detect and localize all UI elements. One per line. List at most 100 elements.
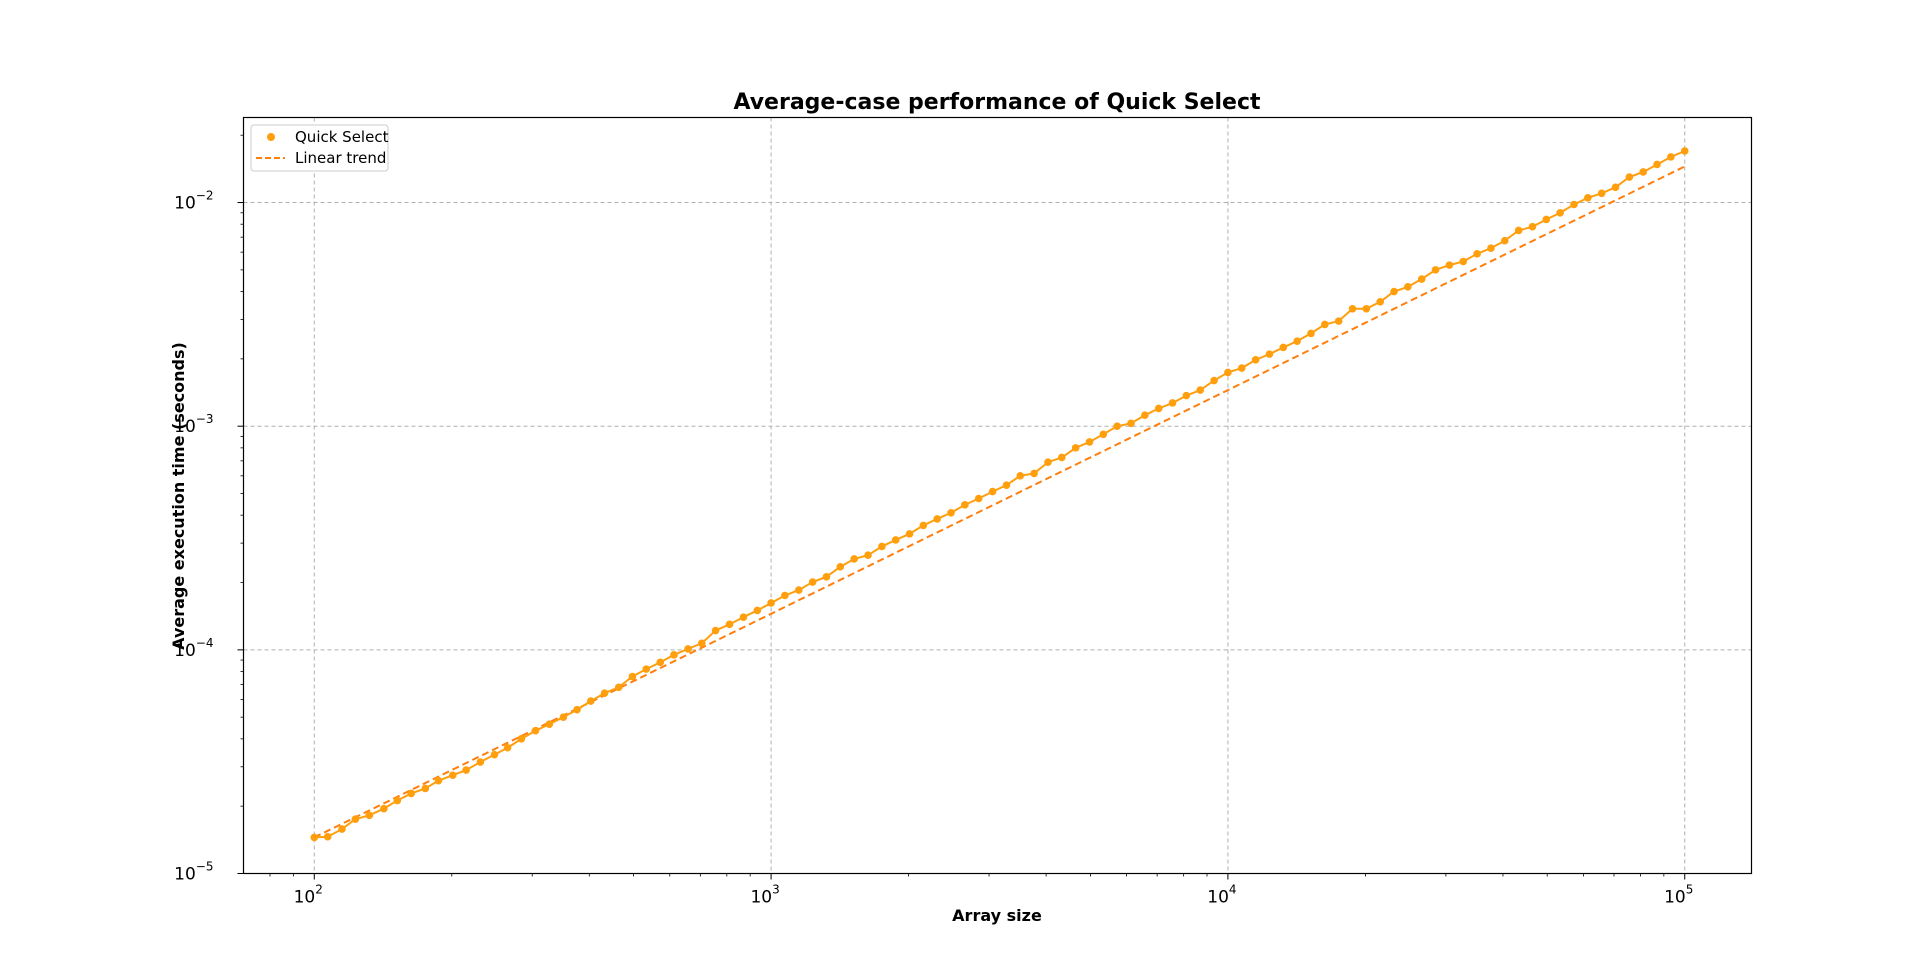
data-point-quick-select	[1390, 287, 1398, 296]
y-tick-label: 10−5	[174, 860, 213, 885]
data-point-quick-select	[517, 735, 526, 743]
data-point-quick-select	[1597, 189, 1606, 198]
x-tick-label: 103	[750, 883, 779, 908]
data-point-quick-select	[1500, 236, 1509, 245]
data-point-quick-select	[380, 804, 388, 813]
data-point-quick-select	[947, 508, 955, 517]
data-point-quick-select	[351, 815, 360, 823]
data-point-quick-select	[310, 833, 319, 842]
data-point-quick-select	[642, 665, 651, 673]
data-point-quick-select	[1528, 222, 1537, 231]
data-point-quick-select	[1445, 261, 1454, 269]
data-point-quick-select	[545, 720, 554, 729]
y-tick-exponent: −4	[196, 636, 214, 650]
data-point-quick-select	[586, 697, 595, 705]
data-point-quick-select	[781, 591, 789, 600]
data-point-quick-select	[1044, 458, 1052, 467]
data-point-quick-select	[1237, 364, 1246, 372]
data-point-quick-select	[878, 542, 886, 551]
data-point-quick-select	[1362, 304, 1371, 313]
plot-area	[310, 147, 1689, 842]
y-tick-exponent: −3	[196, 412, 214, 426]
data-point-quick-select	[1556, 208, 1564, 217]
x-tick-exponent: 4	[1229, 883, 1237, 897]
data-point-quick-select	[1542, 215, 1551, 224]
data-point-quick-select	[1016, 472, 1025, 480]
data-point-quick-select	[725, 620, 734, 629]
data-point-quick-select	[407, 789, 415, 798]
data-point-quick-select	[919, 521, 928, 530]
data-point-quick-select	[1625, 173, 1634, 181]
x-tick-label: 102	[294, 883, 323, 908]
data-point-quick-select	[1293, 337, 1301, 345]
data-point-quick-select	[531, 726, 540, 735]
data-point-quick-select	[1210, 376, 1218, 385]
x-axis-ticks: 102 103 104 105	[269, 873, 1693, 908]
data-point-quick-select	[1473, 249, 1481, 258]
data-point-quick-select	[1251, 356, 1260, 364]
data-point-quick-select	[808, 578, 817, 586]
y-tick-exponent: −2	[196, 189, 214, 203]
data-point-quick-select	[1002, 481, 1011, 489]
data-point-quick-select	[1127, 419, 1135, 428]
data-point-quick-select	[1348, 304, 1357, 313]
data-point-quick-select	[490, 750, 499, 759]
data-point-quick-select	[864, 551, 872, 559]
data-point-quick-select	[338, 825, 346, 833]
data-point-quick-select	[421, 784, 430, 793]
data-point-quick-select	[503, 743, 512, 752]
data-point-quick-select	[933, 515, 941, 523]
y-tick-label: 10−2	[174, 189, 213, 214]
data-point-quick-select	[988, 487, 997, 496]
data-point-quick-select	[1071, 444, 1080, 452]
data-point-quick-select	[1417, 275, 1426, 283]
data-point-quick-select	[1113, 422, 1121, 430]
x-tick-exponent: 3	[772, 883, 780, 897]
data-point-quick-select	[670, 651, 678, 659]
data-point-quick-select	[891, 536, 900, 544]
data-point-quick-select	[1514, 226, 1523, 235]
chart-title: Average-case performance of Quick Select	[733, 90, 1261, 115]
data-point-quick-select	[1404, 282, 1412, 291]
x-tick-exponent: 2	[315, 883, 323, 897]
data-point-quick-select	[697, 639, 706, 648]
grid	[243, 117, 1752, 874]
data-point-quick-select	[600, 689, 609, 697]
data-point-quick-select	[684, 645, 692, 653]
data-point-quick-select	[1584, 193, 1592, 202]
data-point-quick-select	[905, 530, 914, 538]
data-point-quick-select	[974, 494, 983, 503]
x-axis-label: Array size	[952, 906, 1042, 925]
data-point-quick-select	[448, 771, 457, 780]
data-point-quick-select	[961, 501, 969, 509]
legend-label-linear-trend: Linear trend	[295, 149, 386, 167]
data-point-quick-select	[739, 613, 748, 621]
data-point-quick-select	[850, 555, 858, 563]
data-point-quick-select	[1680, 147, 1689, 155]
data-point-quick-select	[1653, 160, 1661, 169]
data-point-quick-select	[1168, 399, 1177, 407]
data-point-quick-select	[1570, 200, 1578, 209]
data-point-quick-select	[393, 796, 402, 805]
data-point-quick-select	[1265, 350, 1274, 358]
legend-box	[250, 124, 389, 172]
data-point-quick-select	[1058, 453, 1066, 462]
data-point-quick-select	[1030, 469, 1038, 478]
legend-marker-quick-select	[267, 133, 275, 141]
data-point-quick-select	[1085, 438, 1094, 446]
data-point-quick-select	[767, 599, 775, 607]
data-point-quick-select	[462, 766, 470, 774]
data-point-quick-select	[1099, 430, 1108, 439]
data-point-quick-select	[656, 658, 665, 667]
data-point-quick-select	[559, 713, 568, 721]
data-point-quick-select	[1154, 404, 1163, 413]
data-point-quick-select	[822, 573, 831, 581]
series-quick-select-line	[314, 150, 1686, 839]
data-point-quick-select	[323, 832, 332, 841]
data-point-quick-select	[573, 705, 581, 714]
x-tick-label: 104	[1207, 883, 1236, 908]
data-point-quick-select	[1279, 343, 1288, 352]
legend-label-quick-select: Quick Select	[295, 128, 389, 146]
data-point-quick-select	[628, 672, 637, 681]
data-point-quick-select	[434, 776, 443, 785]
